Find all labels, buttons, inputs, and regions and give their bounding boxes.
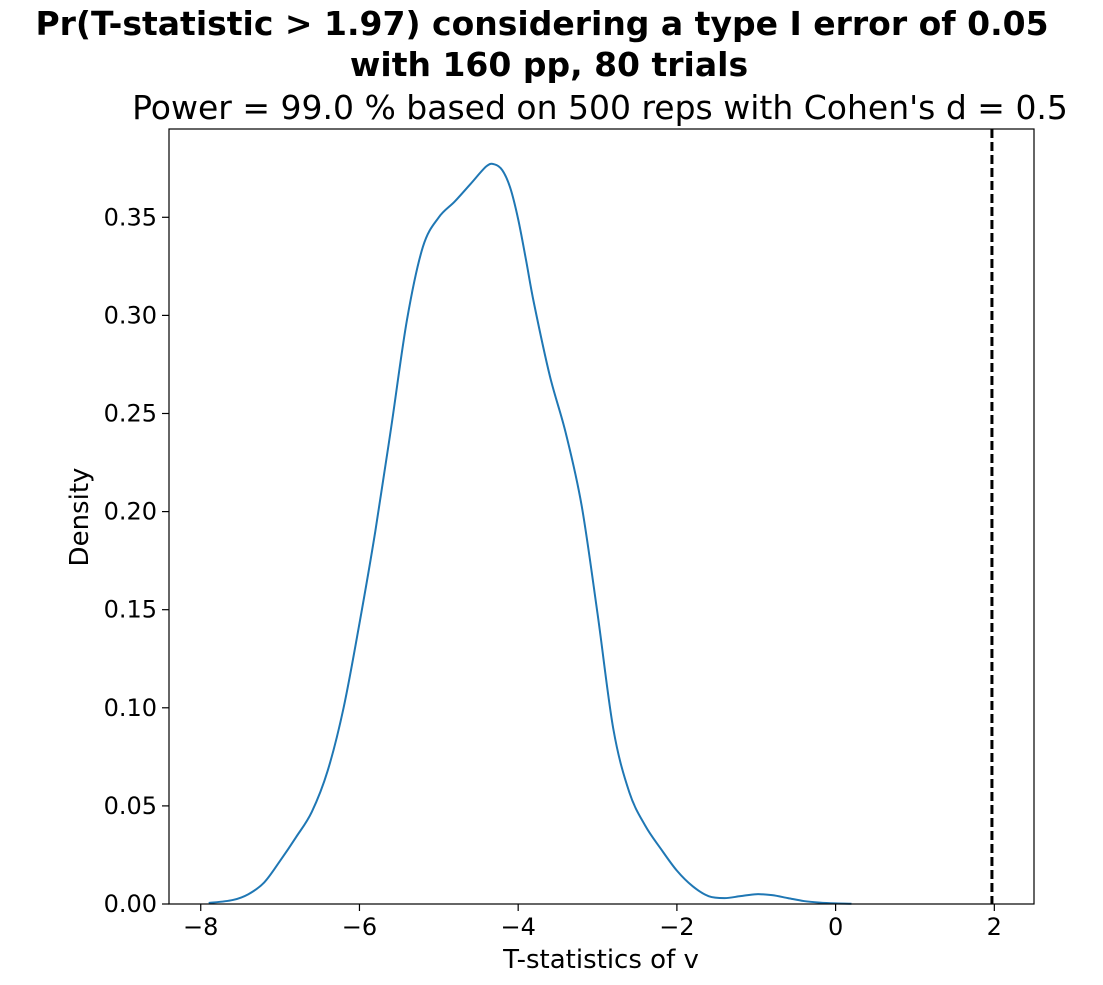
y-tick-label: 0.20 bbox=[104, 498, 157, 526]
y-tick-label: 0.30 bbox=[104, 301, 157, 329]
y-tick-label: 0.05 bbox=[104, 792, 157, 820]
x-tick-label: −4 bbox=[500, 913, 535, 941]
x-axis-label: T-statistics of v bbox=[502, 945, 699, 975]
chart-suptitle-line-1: Pr(T-statistic > 1.97) considering a typ… bbox=[35, 4, 1048, 43]
y-axis: 0.00 0.05 0.10 0.15 0.20 0.25 0.30 0.35 bbox=[104, 203, 169, 918]
x-tick-label: −2 bbox=[659, 913, 694, 941]
y-tick-label: 0.10 bbox=[104, 694, 157, 722]
chart-suptitle-line-2: with 160 pp, 80 trials bbox=[350, 45, 748, 84]
density-curve-0 bbox=[208, 162, 852, 905]
x-tick-label: −8 bbox=[183, 913, 218, 941]
plot-area bbox=[208, 129, 994, 905]
axes-frame bbox=[168, 128, 1035, 905]
x-axis: −8 −6 −4 −2 0 2 bbox=[183, 904, 1002, 941]
x-tick-label: −6 bbox=[342, 913, 377, 941]
y-tick-label: 0.25 bbox=[104, 399, 157, 427]
y-tick-label: 0.00 bbox=[104, 890, 157, 918]
chart-title: Power = 99.0 % based on 500 reps with Co… bbox=[132, 88, 1068, 127]
y-tick-label: 0.15 bbox=[104, 596, 157, 624]
x-tick-label: 0 bbox=[828, 913, 843, 941]
y-axis-label: Density bbox=[65, 468, 95, 567]
y-tick-label: 0.35 bbox=[104, 203, 157, 231]
x-tick-label: 2 bbox=[987, 913, 1002, 941]
